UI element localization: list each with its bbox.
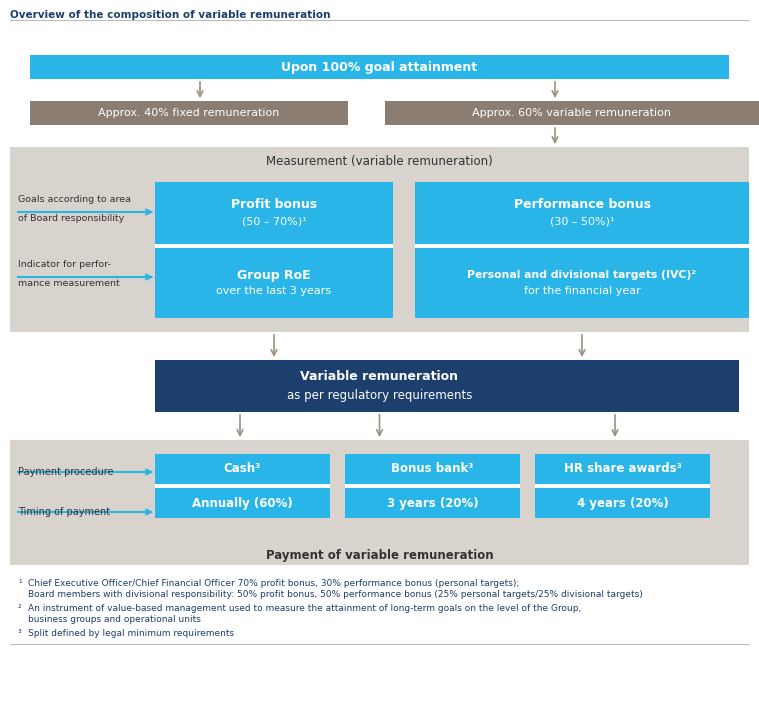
Text: Profit bonus: Profit bonus (231, 198, 317, 211)
Text: ³: ³ (18, 629, 21, 638)
Text: HR share awards³: HR share awards³ (564, 462, 682, 476)
Text: Cash³: Cash³ (224, 462, 261, 476)
Text: Upon 100% goal attainment: Upon 100% goal attainment (282, 60, 477, 73)
Text: Performance bonus: Performance bonus (514, 198, 650, 211)
Bar (345, 488, 520, 518)
Text: Variable remuneration: Variable remuneration (301, 370, 458, 383)
Bar (385, 101, 759, 125)
Text: 4 years (20%): 4 years (20%) (577, 496, 669, 510)
Text: Approx. 60% variable remuneration: Approx. 60% variable remuneration (473, 108, 672, 118)
Bar (415, 182, 749, 244)
Text: Board members with divisional responsibility: 50% profit bonus, 50% performance : Board members with divisional responsibi… (28, 590, 643, 599)
Bar (535, 454, 710, 484)
Bar (345, 454, 520, 484)
Text: for the financial year: for the financial year (524, 286, 641, 296)
Text: Timing of payment: Timing of payment (18, 507, 110, 517)
Bar (155, 244, 393, 248)
Text: Overview of the composition of variable remuneration: Overview of the composition of variable … (10, 10, 330, 20)
Text: Payment of variable remuneration: Payment of variable remuneration (266, 548, 493, 562)
Text: ²: ² (18, 604, 21, 613)
Text: 3 years (20%): 3 years (20%) (386, 496, 478, 510)
Text: Payment procedure: Payment procedure (18, 467, 114, 477)
Bar (30, 55, 729, 79)
Text: Bonus bank³: Bonus bank³ (392, 462, 474, 476)
Bar (415, 248, 749, 318)
Text: (30 – 50%)¹: (30 – 50%)¹ (550, 216, 614, 226)
Bar (155, 248, 393, 318)
Bar (155, 488, 330, 518)
Text: Indicator for perfor-: Indicator for perfor- (18, 260, 111, 269)
Bar (30, 101, 348, 125)
Bar (345, 484, 520, 488)
Bar (415, 244, 749, 248)
Bar (155, 484, 330, 488)
Bar (10, 147, 749, 332)
Text: ¹: ¹ (18, 579, 21, 588)
Text: Personal and divisional targets (IVC)²: Personal and divisional targets (IVC)² (468, 270, 697, 280)
Text: Goals according to area: Goals according to area (18, 195, 131, 204)
Text: Chief Executive Officer/Chief Financial Officer 70% profit bonus, 30% performanc: Chief Executive Officer/Chief Financial … (28, 579, 519, 588)
Text: of Board responsibility: of Board responsibility (18, 214, 124, 223)
Text: Group RoE: Group RoE (237, 269, 311, 282)
Text: Split defined by legal minimum requirements: Split defined by legal minimum requireme… (28, 629, 234, 638)
Text: An instrument of value-based management used to measure the attainment of long-t: An instrument of value-based management … (28, 604, 581, 613)
Text: as per regulatory requirements: as per regulatory requirements (287, 388, 472, 402)
Text: over the last 3 years: over the last 3 years (216, 286, 332, 296)
Text: Annually (60%): Annually (60%) (192, 496, 293, 510)
Bar (155, 360, 739, 412)
Bar (155, 182, 393, 244)
Bar (535, 484, 710, 488)
Text: Approx. 40% fixed remuneration: Approx. 40% fixed remuneration (99, 108, 279, 118)
Text: business groups and operational units: business groups and operational units (28, 615, 201, 624)
Text: Measurement (variable remuneration): Measurement (variable remuneration) (266, 154, 493, 168)
Bar (155, 454, 330, 484)
Bar (10, 440, 749, 565)
Text: (50 – 70%)¹: (50 – 70%)¹ (241, 216, 307, 226)
Text: mance measurement: mance measurement (18, 279, 120, 288)
Bar (535, 488, 710, 518)
